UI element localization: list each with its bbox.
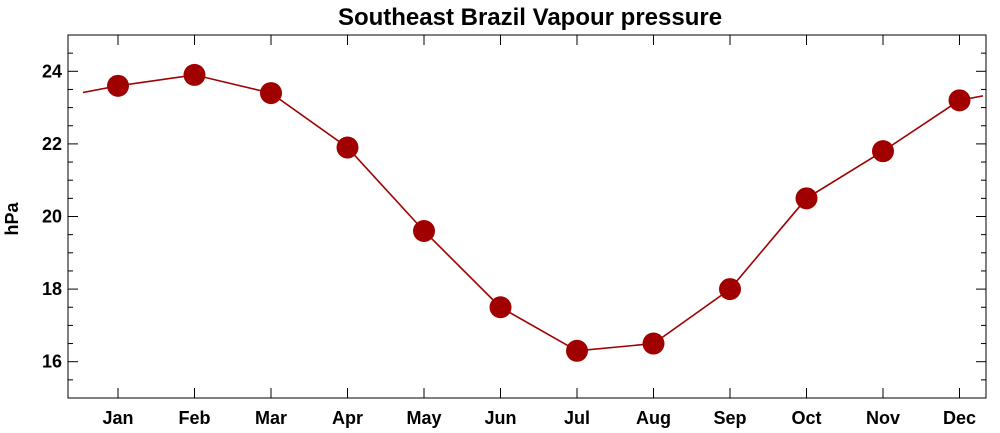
axis-ticks bbox=[68, 34, 986, 399]
data-point bbox=[872, 140, 894, 163]
data-point bbox=[642, 332, 665, 355]
x-tick-label: Aug bbox=[636, 408, 671, 428]
y-tick-label: 18 bbox=[42, 279, 62, 299]
x-tick-label: Sep bbox=[713, 408, 746, 428]
data-point bbox=[413, 220, 435, 243]
y-axis-label: hPa bbox=[2, 202, 22, 236]
x-tick-label: Nov bbox=[866, 408, 900, 428]
data-point bbox=[183, 63, 206, 86]
x-tick-label: Oct bbox=[791, 408, 821, 428]
x-tick-label: Mar bbox=[255, 408, 287, 428]
data-point bbox=[336, 136, 359, 159]
data-point bbox=[489, 296, 512, 319]
series-line bbox=[82, 74, 984, 352]
data-point bbox=[566, 339, 588, 362]
y-tick-label: 22 bbox=[42, 134, 62, 154]
chart-title: Southeast Brazil Vapour pressure bbox=[338, 4, 722, 31]
x-tick-label: Feb bbox=[178, 408, 210, 428]
x-tick-label: Dec bbox=[943, 408, 976, 428]
y-tick-label: 16 bbox=[42, 352, 62, 372]
y-tick-label: 24 bbox=[42, 61, 62, 81]
x-tick-label: Apr bbox=[332, 408, 363, 428]
data-point bbox=[107, 74, 129, 97]
data-point bbox=[260, 82, 282, 105]
x-tick-label: Jan bbox=[102, 408, 133, 428]
data-point bbox=[795, 187, 818, 210]
data-point bbox=[719, 278, 741, 301]
x-tick-label: Jul bbox=[564, 408, 590, 428]
plot-frame bbox=[67, 34, 987, 399]
y-tick-label: 20 bbox=[42, 207, 62, 227]
tick-labels: 16 18 20 22 24 Jan Feb Mar Apr May Jun Jul Aug Sep Oct… bbox=[42, 61, 976, 428]
data-series bbox=[82, 63, 984, 362]
x-tick-label: May bbox=[406, 408, 441, 428]
data-point bbox=[948, 89, 971, 112]
x-tick-label: Jun bbox=[484, 408, 516, 428]
